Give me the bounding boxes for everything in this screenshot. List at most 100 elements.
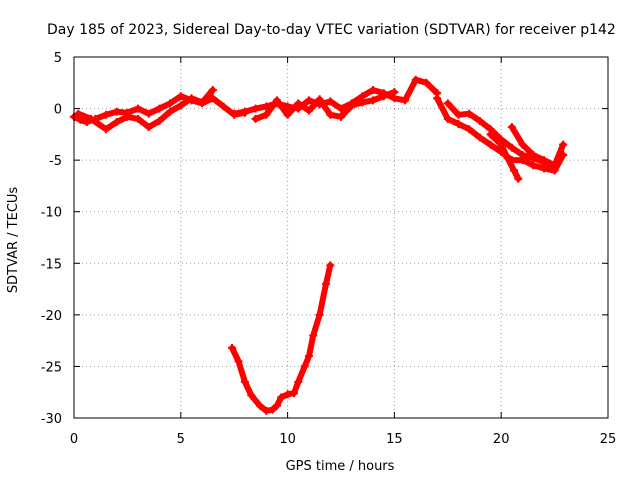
y-tick-label: -15 bbox=[41, 257, 62, 272]
plot-frame bbox=[73, 56, 609, 419]
data-point bbox=[518, 140, 527, 149]
data-point bbox=[144, 109, 153, 118]
data-point bbox=[475, 133, 484, 142]
x-tick-label: 15 bbox=[386, 432, 403, 447]
y-tick-label: 5 bbox=[54, 51, 62, 66]
data-point bbox=[559, 140, 568, 149]
data-point bbox=[315, 310, 324, 319]
y-tick-label: -5 bbox=[49, 154, 62, 169]
data-point bbox=[272, 401, 281, 410]
data-point bbox=[268, 405, 277, 414]
data-point bbox=[112, 117, 121, 126]
y-tick-label: 0 bbox=[54, 103, 62, 118]
data-point bbox=[465, 109, 474, 118]
data-point bbox=[309, 331, 318, 340]
x-tick-label: 25 bbox=[600, 432, 617, 447]
data-point bbox=[300, 362, 309, 371]
data-point bbox=[251, 114, 260, 123]
data-point bbox=[166, 107, 175, 116]
data-point bbox=[315, 95, 324, 104]
data-point bbox=[134, 114, 143, 123]
series-arc-dip bbox=[228, 261, 335, 415]
y-tick-label: -25 bbox=[41, 360, 62, 375]
data-point bbox=[510, 166, 519, 175]
data-point bbox=[411, 75, 420, 84]
series-arc-late-4 bbox=[507, 123, 559, 170]
series-line bbox=[252, 89, 398, 122]
data-point bbox=[272, 96, 281, 105]
data-point bbox=[208, 86, 217, 95]
data-point bbox=[443, 99, 452, 108]
data-point bbox=[228, 343, 237, 352]
data-point bbox=[433, 94, 442, 103]
x-tick-label: 10 bbox=[279, 432, 296, 447]
data-point bbox=[240, 377, 249, 386]
data-point bbox=[337, 104, 345, 113]
data-point bbox=[247, 391, 256, 400]
data-point bbox=[550, 161, 559, 170]
data-point bbox=[304, 96, 313, 105]
data-point bbox=[176, 92, 185, 101]
series-arc-early-2 bbox=[74, 86, 217, 134]
data-point bbox=[283, 390, 292, 399]
data-point bbox=[326, 261, 335, 270]
data-point bbox=[144, 123, 153, 132]
data-point bbox=[304, 352, 313, 361]
x-tick-label: 5 bbox=[177, 432, 185, 447]
data-point bbox=[379, 92, 388, 101]
y-axis-label: SDTVAR / TECUs bbox=[6, 187, 21, 294]
data-point bbox=[74, 109, 83, 118]
data-point bbox=[529, 161, 538, 170]
data-point bbox=[369, 96, 378, 105]
data-point bbox=[465, 125, 474, 134]
series-line bbox=[229, 262, 334, 414]
x-tick-label: 20 bbox=[493, 432, 510, 447]
data-point bbox=[475, 116, 484, 125]
axis-ticks: 0 5 10 15 20 25 -30 -25 -20 -15 -10 -5 0 5 bbox=[41, 51, 617, 447]
data-point bbox=[102, 125, 111, 134]
data-point bbox=[166, 99, 175, 108]
data-point bbox=[251, 104, 260, 113]
series-arc-late-3 bbox=[486, 130, 523, 183]
data-point bbox=[262, 406, 271, 415]
data-point bbox=[187, 94, 196, 103]
data-point bbox=[326, 97, 335, 106]
data-point bbox=[486, 140, 495, 149]
data-point bbox=[294, 99, 303, 108]
data-point bbox=[208, 94, 217, 103]
data-point bbox=[322, 279, 331, 288]
series-arc-mid-2 bbox=[251, 88, 399, 123]
data-point bbox=[514, 174, 523, 183]
data-point bbox=[290, 389, 299, 398]
x-tick-label: 0 bbox=[70, 432, 78, 447]
y-tick-label: -10 bbox=[41, 206, 62, 221]
data-point bbox=[358, 98, 367, 107]
series-layer bbox=[70, 75, 568, 415]
data-point bbox=[262, 110, 271, 119]
data-point bbox=[134, 104, 143, 113]
data-point bbox=[347, 101, 356, 110]
data-point bbox=[503, 154, 512, 163]
data-point bbox=[422, 78, 431, 87]
series-arc-late-1 bbox=[433, 94, 568, 175]
data-point bbox=[497, 140, 506, 149]
data-point bbox=[369, 86, 378, 95]
chart-title: Day 185 of 2023, Sidereal Day-to-day VTE… bbox=[47, 22, 616, 38]
data-point bbox=[304, 106, 313, 115]
x-axis-label: GPS time / hours bbox=[286, 459, 395, 474]
data-point bbox=[234, 357, 243, 366]
data-point bbox=[155, 104, 164, 113]
data-point bbox=[518, 150, 527, 159]
data-point bbox=[219, 102, 228, 111]
series-arc-mid-1 bbox=[230, 75, 442, 118]
data-point bbox=[294, 377, 303, 386]
data-point bbox=[87, 114, 96, 123]
data-point bbox=[507, 143, 516, 152]
data-point bbox=[539, 156, 548, 165]
data-point bbox=[283, 110, 292, 119]
data-point bbox=[326, 110, 335, 119]
data-point bbox=[454, 110, 463, 119]
data-point bbox=[507, 123, 516, 132]
data-point bbox=[176, 101, 185, 110]
data-point bbox=[112, 107, 121, 116]
